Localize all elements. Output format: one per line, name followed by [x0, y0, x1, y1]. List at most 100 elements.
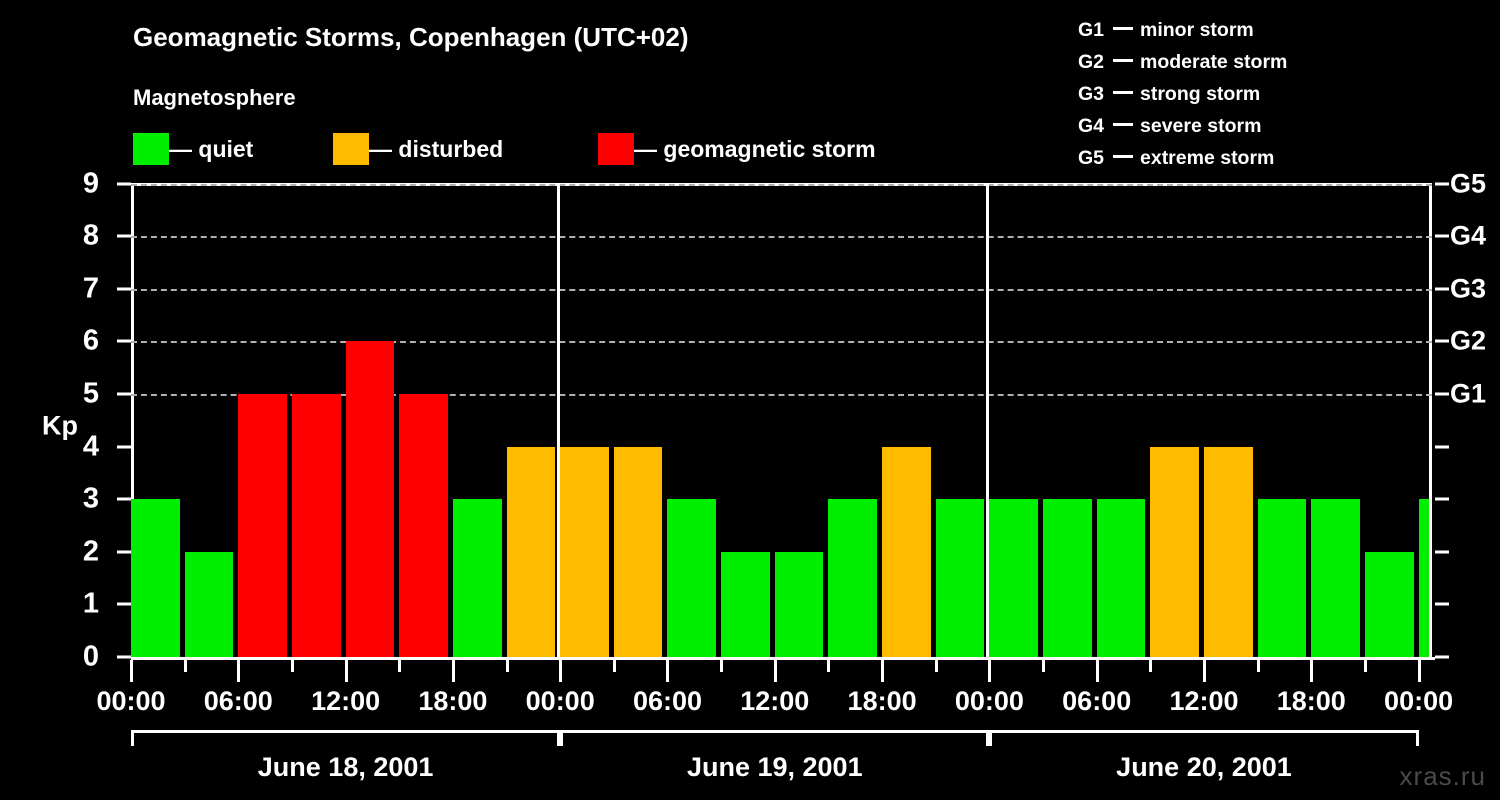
x-axis: 00:00 06:00 12:00 18:00 00:00 06:00 12:00 18:00…: [0, 660, 1500, 800]
g-axis-minor-tick-1: [1435, 602, 1449, 606]
bracket-cap-left: [989, 730, 993, 746]
y-tick-label-5: 5: [82, 377, 99, 410]
bracket-cap-right: [557, 730, 561, 746]
bar: [1043, 499, 1092, 657]
legend-label: — geomagnetic storm: [634, 135, 876, 162]
x-tick: [934, 660, 938, 672]
x-axis-baseline: [131, 657, 1435, 660]
bar: [828, 499, 878, 657]
day-label: June 19, 2001: [686, 752, 863, 782]
bar: [506, 446, 556, 657]
bar: [399, 394, 448, 657]
em-dash-icon: [1113, 58, 1133, 62]
x-tick: [1042, 660, 1046, 672]
g-legend-row-g4: G4 severe storm: [1078, 110, 1287, 142]
bar: [1150, 446, 1199, 657]
x-tick-label: 06:00: [632, 686, 703, 716]
gridline-kp-9: [131, 183, 1432, 186]
bracket-line: [560, 730, 990, 733]
x-tick-label: 18:00: [847, 686, 917, 716]
bar: [1364, 551, 1414, 657]
g-axis-label-g1: G1: [1450, 378, 1487, 409]
x-tick-label: 18:00: [418, 686, 488, 716]
x-tick: [881, 660, 885, 682]
g-legend-row-g5: G5 extreme storm: [1078, 142, 1287, 174]
x-tick: [988, 660, 992, 682]
bar: [1311, 499, 1360, 657]
day-label: June 18, 2001: [257, 752, 434, 782]
g-legend-code: G4: [1078, 115, 1105, 137]
gridline-kp-7: [131, 288, 1432, 291]
legend-item-disturbed: — disturbed: [333, 132, 503, 166]
g-axis-minor-tick-0: [1435, 655, 1449, 659]
bar: [882, 446, 931, 657]
y-tick-6: [117, 339, 131, 343]
bar: [1257, 499, 1307, 657]
bar: [935, 499, 985, 657]
chart-subtitle: Magnetosphere: [133, 85, 296, 110]
bracket-cap-right: [1415, 730, 1419, 746]
x-tick-label: 06:00: [1062, 686, 1132, 716]
x-tick: [827, 660, 831, 672]
plot-area: [131, 183, 1432, 659]
bar: [613, 446, 663, 657]
y-tick-0: [117, 655, 131, 659]
x-tick-label: 12:00: [1169, 686, 1239, 716]
bar: [452, 499, 502, 657]
x-tick: [666, 660, 670, 682]
day-bracket-2: June 19, 2001: [560, 730, 990, 782]
x-tick: [237, 660, 241, 682]
bar: [667, 499, 717, 657]
x-tick: [344, 660, 348, 682]
watermark: xras.ru: [1399, 761, 1486, 791]
y-tick-label-3: 3: [82, 482, 99, 515]
x-tick: [559, 660, 563, 682]
y-tick-5: [117, 392, 131, 396]
day-separator-1: [557, 183, 561, 659]
g-axis-minor-tick-2: [1435, 550, 1449, 554]
x-tick-label: 18:00: [1276, 686, 1346, 716]
y-tick-label-8: 8: [82, 219, 99, 252]
x-tick: [1149, 660, 1153, 672]
gridline-kp-8: [131, 236, 1432, 239]
g-legend-description: minor storm: [1140, 19, 1254, 41]
bracket-cap-left: [131, 730, 134, 746]
y-tick-8: [117, 234, 131, 238]
g-legend-row-g3: G3 strong storm: [1078, 78, 1287, 110]
y-tick-label-4: 4: [82, 430, 99, 463]
g-legend-description: moderate storm: [1140, 51, 1288, 73]
g-legend-description: severe storm: [1140, 115, 1262, 137]
g-axis-label-g4: G4: [1450, 220, 1487, 251]
g-legend-code: G2: [1078, 51, 1105, 73]
g-axis-label-g2: G2: [1450, 325, 1487, 356]
day-label: June 20, 2001: [1116, 752, 1292, 782]
x-tick: [773, 660, 777, 682]
g-legend-code: G3: [1078, 83, 1105, 105]
y-tick-9: [117, 182, 131, 186]
x-tick-label: 00:00: [1384, 686, 1454, 716]
x-tick-label: 00:00: [525, 686, 595, 716]
g-legend-description: extreme storm: [1140, 147, 1275, 169]
y-tick-4: [117, 445, 131, 449]
y-tick-label-1: 1: [82, 587, 99, 620]
g-legend-description: strong storm: [1140, 83, 1261, 105]
y-tick-label-7: 7: [82, 272, 99, 305]
page-title: Geomagnetic Storms, Copenhagen (UTC+02): [133, 22, 689, 52]
g-axis-tick-g3: [1435, 287, 1449, 291]
bar: [1418, 499, 1429, 657]
bar: [291, 394, 341, 657]
g-axis-label-g3: G3: [1450, 273, 1487, 304]
bar: [560, 446, 609, 657]
x-tick-label: 00:00: [96, 686, 166, 716]
bracket-line: [131, 730, 561, 733]
y-tick-label-0: 0: [82, 640, 99, 673]
bar: [345, 341, 395, 657]
x-tick: [505, 660, 509, 672]
x-tick: [1417, 660, 1421, 682]
x-tick: [398, 660, 402, 672]
legend-swatch-quiet-icon: [133, 133, 169, 165]
x-tick: [130, 660, 133, 682]
x-tick: [1363, 660, 1367, 672]
bar: [238, 394, 287, 657]
